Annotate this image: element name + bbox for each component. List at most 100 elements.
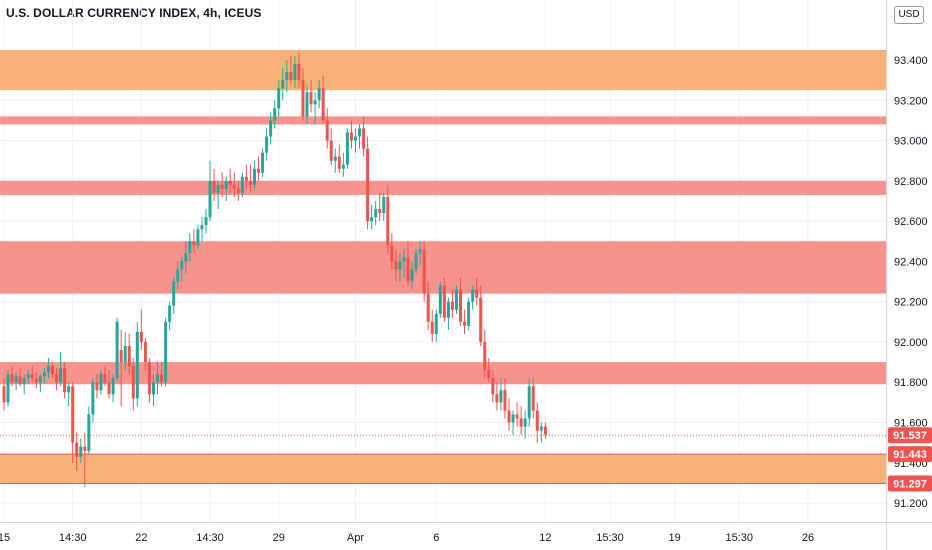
candle	[374, 200, 378, 226]
candle	[515, 402, 519, 427]
candle	[333, 148, 337, 173]
candle-body	[386, 196, 390, 246]
candle-body	[261, 152, 265, 173]
candle	[281, 68, 285, 101]
candle-body	[317, 88, 321, 101]
candle-body	[79, 446, 83, 457]
candle	[434, 309, 438, 342]
candle	[67, 382, 71, 407]
x-tick-label: 14:30	[59, 532, 87, 544]
candle-body	[156, 374, 160, 383]
candle	[139, 309, 143, 351]
candle-body	[67, 386, 71, 393]
candle-body	[515, 414, 519, 419]
candle	[305, 84, 309, 125]
candle	[507, 398, 511, 431]
candle	[386, 184, 390, 254]
candle	[398, 253, 402, 282]
candle	[483, 329, 487, 379]
candle-body	[341, 164, 345, 169]
candle	[119, 329, 123, 407]
candle	[192, 229, 196, 254]
candle	[111, 374, 115, 403]
candle-body	[527, 386, 531, 419]
candle	[257, 156, 261, 181]
candle	[103, 366, 107, 387]
candle	[321, 76, 325, 125]
candle-body	[204, 217, 208, 226]
candle-body	[172, 281, 176, 306]
candle-body	[382, 196, 386, 214]
candle-body	[333, 156, 337, 161]
candle	[10, 366, 14, 387]
candle-body	[95, 382, 99, 391]
candle-body	[55, 374, 59, 383]
candle-body	[71, 386, 75, 443]
y-tick-label: 91.200	[894, 498, 928, 510]
candle	[499, 378, 503, 411]
candle	[313, 92, 317, 125]
candle	[539, 422, 543, 443]
candle-body	[446, 301, 450, 318]
candle-body	[491, 378, 495, 395]
zone-red	[0, 362, 886, 385]
candle	[382, 192, 386, 222]
candle-body	[164, 321, 168, 383]
candle	[527, 378, 531, 427]
candle	[14, 372, 18, 391]
y-tick-label: 92.400	[894, 256, 928, 268]
candle	[442, 277, 446, 322]
candle-body	[228, 180, 232, 185]
candle	[220, 172, 224, 197]
candle-body	[479, 297, 483, 342]
candle-body	[394, 261, 398, 270]
candle	[164, 317, 168, 387]
candle-body	[499, 390, 503, 403]
candle	[511, 410, 515, 435]
candle	[38, 374, 42, 393]
y-tick-label: 93.000	[894, 136, 928, 148]
candle-body	[539, 426, 543, 431]
candle	[188, 233, 192, 262]
candle-body	[426, 293, 430, 322]
candle	[261, 148, 265, 177]
candle	[252, 160, 256, 189]
candle	[378, 192, 382, 222]
level-tag	[888, 475, 932, 492]
candle	[289, 55, 293, 85]
candle-body	[434, 313, 438, 334]
candle-body	[119, 350, 123, 363]
candle	[329, 128, 333, 165]
candle-body	[208, 180, 212, 218]
candle-body	[398, 261, 402, 270]
currency-button[interactable]: USD	[894, 6, 924, 24]
candle-body	[151, 382, 155, 395]
candle	[285, 60, 289, 93]
candle	[228, 168, 232, 193]
candle	[410, 261, 414, 290]
candle-body	[273, 108, 277, 121]
y-tick-label: 92.200	[894, 297, 928, 309]
candle-body	[277, 88, 281, 109]
candle-body	[414, 253, 418, 270]
x-tick-label: 15:30	[726, 532, 754, 544]
candle-body	[459, 289, 463, 322]
level-tag	[888, 446, 932, 463]
candle-body	[34, 378, 38, 383]
candle	[390, 233, 394, 270]
candle-body	[265, 136, 269, 153]
candle-body	[22, 378, 26, 385]
candle	[535, 402, 539, 443]
candle-body	[285, 72, 289, 81]
candle-body	[418, 249, 422, 254]
candle	[107, 370, 111, 399]
candle-body	[248, 180, 252, 185]
candle-body	[244, 176, 248, 181]
candle-body	[503, 390, 507, 411]
candle	[216, 180, 220, 210]
candle-body	[281, 80, 285, 89]
candle-body	[362, 128, 366, 149]
price-lines	[0, 434, 886, 485]
candle-body	[30, 374, 34, 379]
